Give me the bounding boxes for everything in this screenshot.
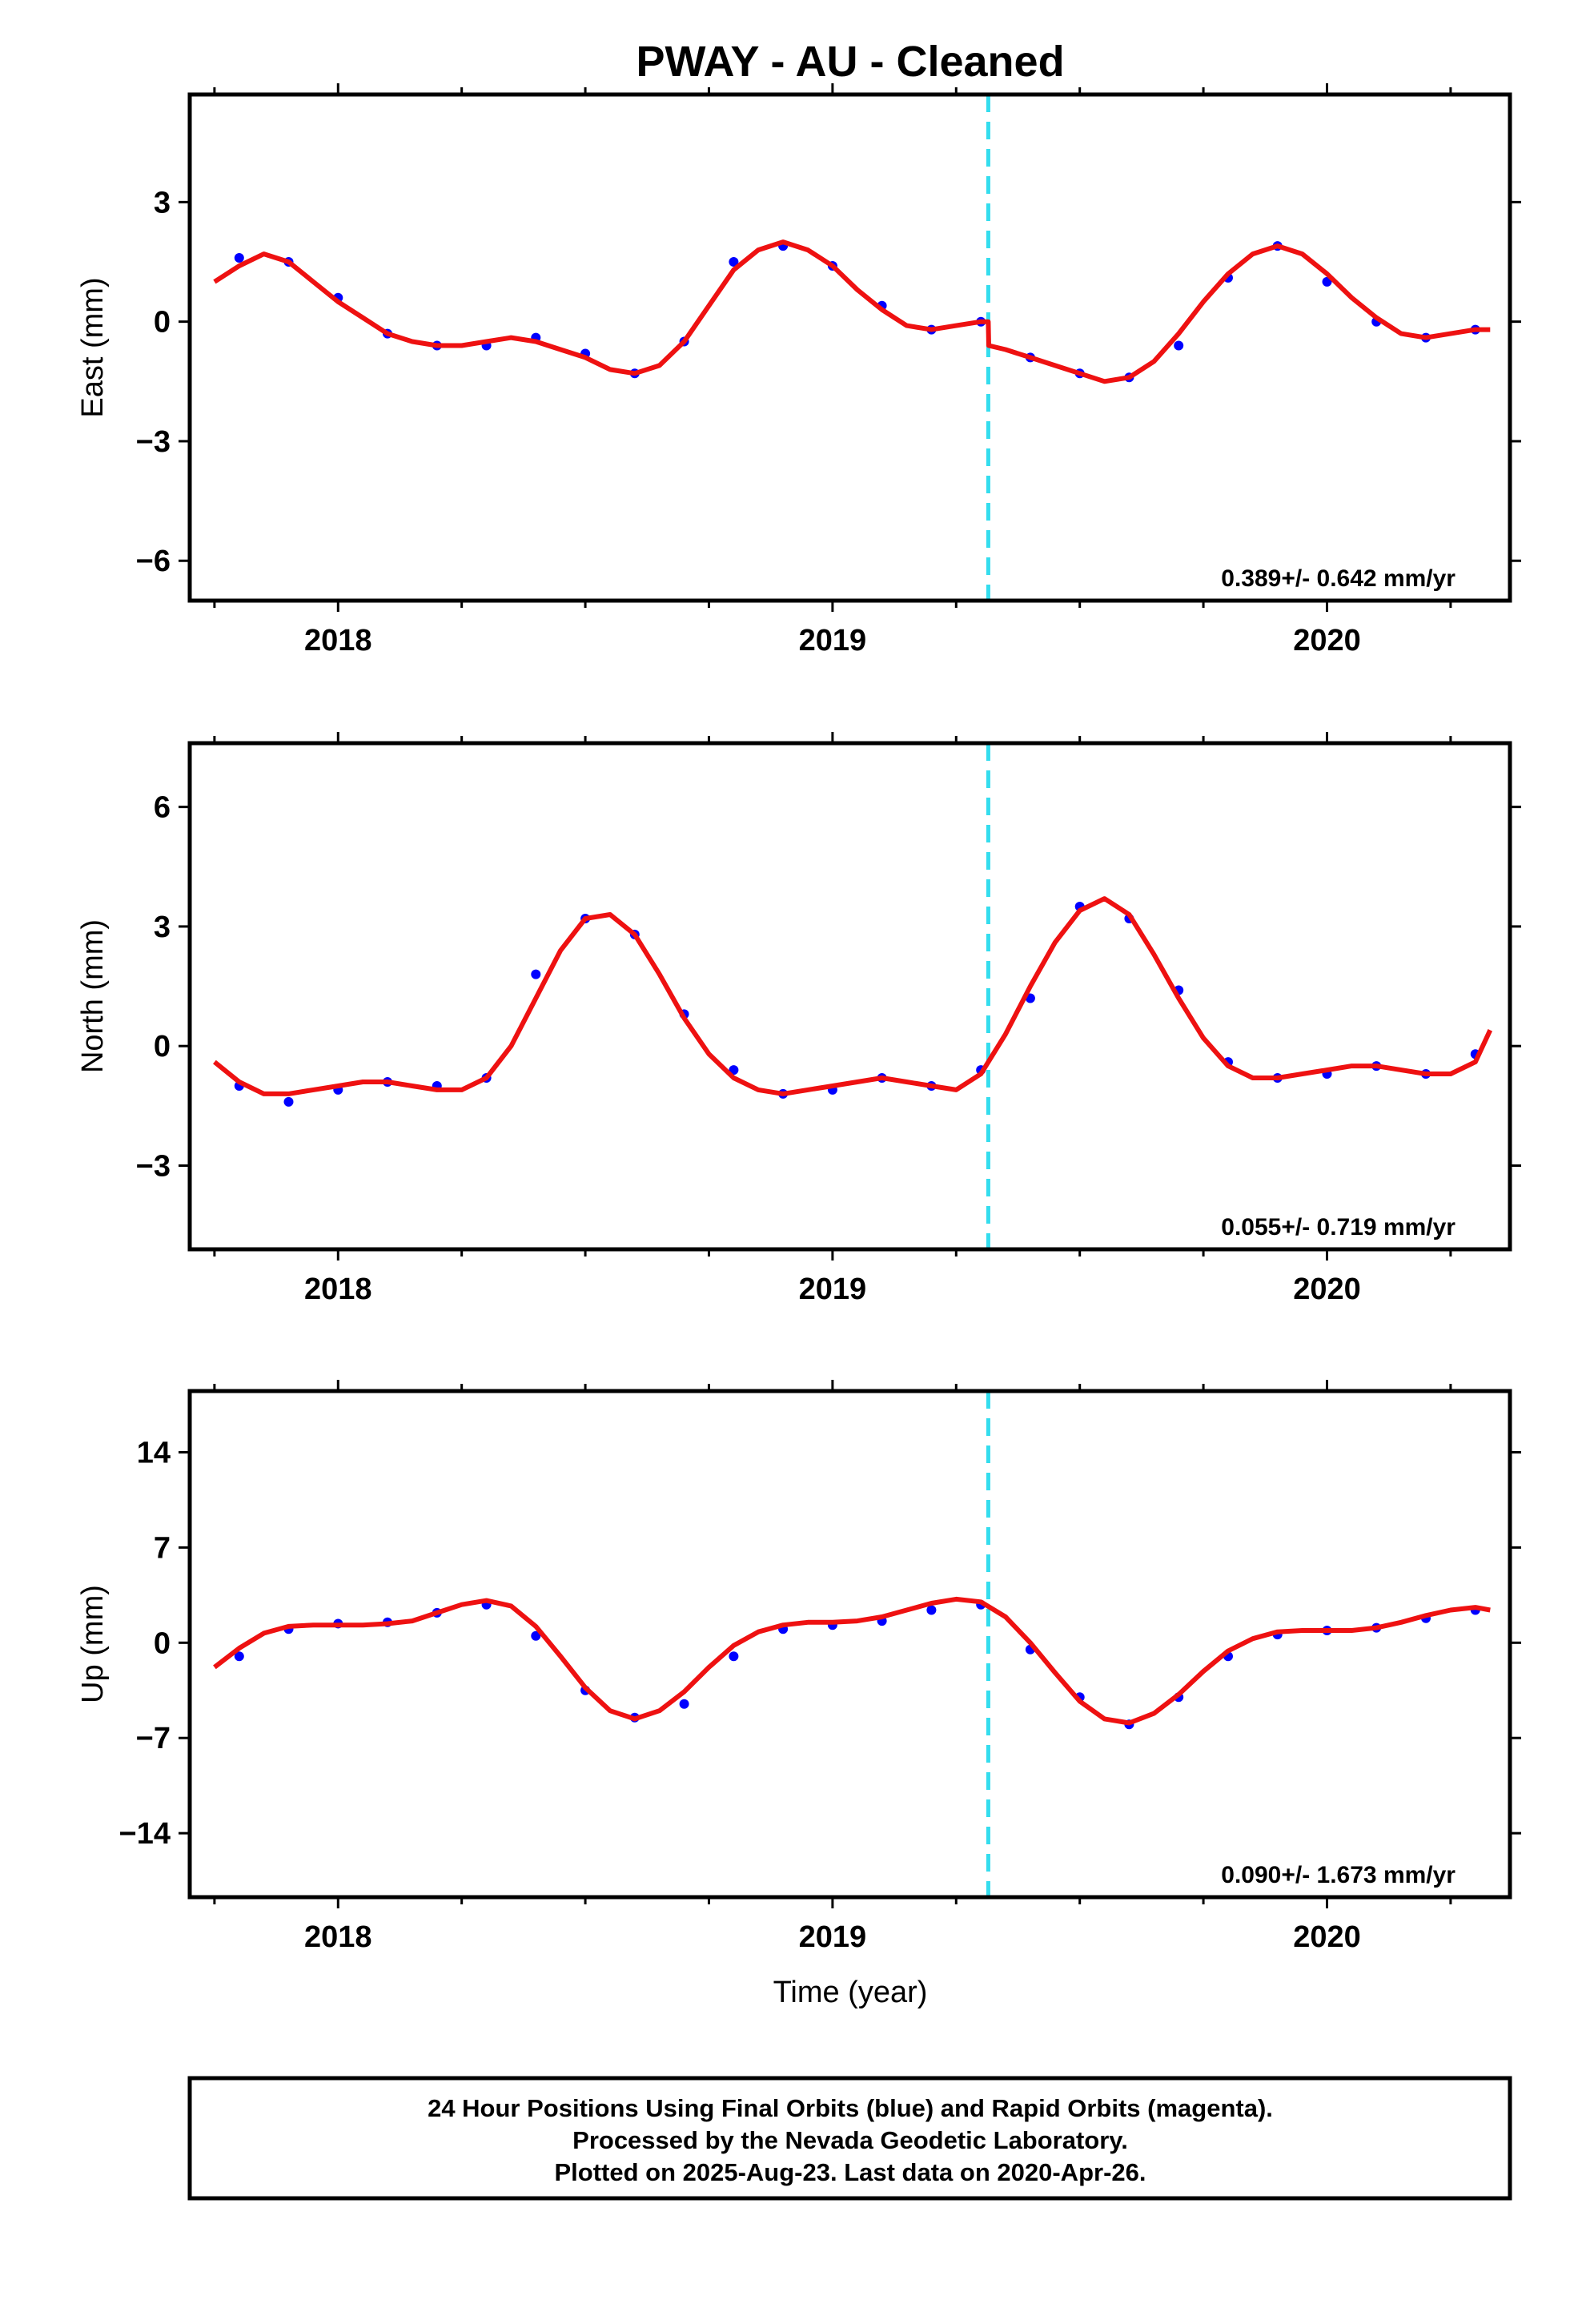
east-y-tick-label: −3 bbox=[136, 425, 171, 459]
up-y-tick-label: −14 bbox=[119, 1817, 171, 1851]
footer-frame bbox=[187, 2076, 1512, 2201]
up-velocity-label: 0.090+/- 1.673 mm/yr bbox=[1221, 1862, 1456, 1888]
footer-line-1: 24 Hour Positions Using Final Orbits (bl… bbox=[428, 2094, 1273, 2122]
up-panel: 2018 2019 2020 −14 −7 0 7 14 Up (mm) 0.090+/- 1.6… bbox=[76, 1380, 1521, 1954]
east-plot-frame bbox=[187, 92, 1512, 603]
up-x-tick-label: 2018 bbox=[304, 1920, 372, 1954]
up-y-tick-label: 0 bbox=[154, 1626, 171, 1660]
north-y-tick-label: 6 bbox=[154, 791, 171, 825]
north-x-tick-label: 2020 bbox=[1293, 1273, 1361, 1306]
east-x-tick-label: 2018 bbox=[304, 624, 372, 657]
north-model-curve bbox=[213, 896, 1493, 1096]
north-x-tick-label: 2018 bbox=[304, 1273, 372, 1306]
up-model-curve bbox=[213, 1596, 1491, 1726]
up-data-point bbox=[679, 1699, 689, 1709]
north-y-tick-label: −3 bbox=[136, 1149, 171, 1183]
up-data-point bbox=[234, 1651, 244, 1662]
north-panel: 2018 2019 2020 −3 0 3 6 North (mm) 0.055+/- 0.71… bbox=[76, 732, 1521, 1306]
east-velocity-label: 0.389+/- 0.642 mm/yr bbox=[1221, 565, 1456, 592]
east-x-tick-label: 2019 bbox=[799, 624, 867, 657]
east-y-tick-label: −6 bbox=[136, 545, 171, 578]
north-data-point bbox=[531, 969, 541, 979]
east-data-point bbox=[729, 257, 739, 267]
up-plot-frame bbox=[187, 1389, 1512, 1900]
north-y-tick-label: 0 bbox=[154, 1030, 171, 1063]
up-y-tick-label: 14 bbox=[137, 1436, 171, 1470]
up-x-tick-label: 2020 bbox=[1293, 1920, 1361, 1954]
up-x-tick-label: 2019 bbox=[799, 1920, 867, 1954]
footer-line-3: Plotted on 2025-Aug-23. Last data on 202… bbox=[554, 2158, 1146, 2186]
east-data-point bbox=[1174, 340, 1184, 351]
east-y-tick-label: 3 bbox=[154, 186, 171, 219]
north-plot-frame bbox=[187, 741, 1512, 1252]
up-data-point bbox=[729, 1651, 739, 1662]
up-data-point bbox=[531, 1630, 541, 1641]
east-data-point bbox=[234, 253, 244, 263]
north-data-point bbox=[283, 1096, 294, 1107]
north-y-axis-label: North (mm) bbox=[76, 919, 110, 1073]
footer-box: 24 Hour Positions Using Final Orbits (bl… bbox=[187, 2076, 1512, 2201]
east-y-axis-label: East (mm) bbox=[76, 277, 110, 417]
east-model-curve bbox=[213, 239, 1491, 384]
x-axis-label: Time (year) bbox=[773, 1976, 928, 2009]
north-y-tick-label: 3 bbox=[154, 911, 171, 944]
north-velocity-label: 0.055+/- 0.719 mm/yr bbox=[1221, 1214, 1456, 1240]
figure-title: PWAY - AU - Cleaned bbox=[636, 38, 1064, 86]
east-x-tick-label: 2020 bbox=[1293, 624, 1361, 657]
footer-line-2: Processed by the Nevada Geodetic Laborat… bbox=[572, 2126, 1128, 2154]
east-panel: 2018 2019 2020 −6 −3 0 3 East (mm) 0.389+/- 0.64… bbox=[76, 83, 1521, 657]
up-data-point bbox=[926, 1605, 937, 1615]
north-x-tick-label: 2019 bbox=[799, 1273, 867, 1306]
up-y-axis-label: Up (mm) bbox=[76, 1585, 110, 1703]
up-y-tick-label: 7 bbox=[154, 1531, 171, 1565]
east-y-tick-label: 0 bbox=[154, 306, 171, 340]
up-y-tick-label: −7 bbox=[136, 1722, 171, 1755]
